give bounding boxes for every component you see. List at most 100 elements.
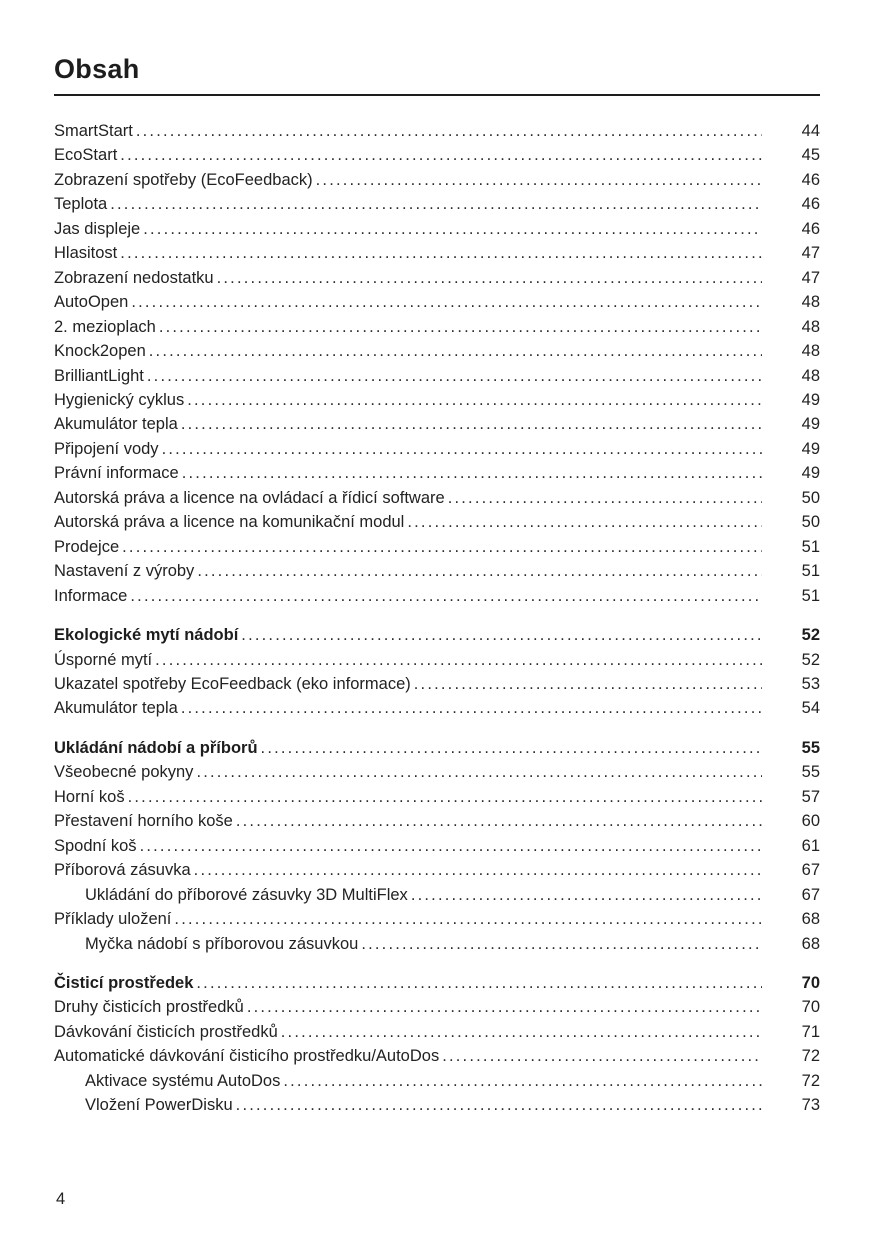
toc-entry: BrilliantLight 48 xyxy=(54,364,820,388)
dot-leader xyxy=(178,412,762,436)
toc-entry: Autorská práva a licence na ovládací a ř… xyxy=(54,486,820,510)
toc-entry: Úsporné mytí 52 xyxy=(54,648,820,672)
dot-leader xyxy=(144,364,762,388)
toc-section: Čisticí prostředek 70 Druhy čisticích pr… xyxy=(54,971,820,1118)
toc-entry-page: 61 xyxy=(801,836,820,855)
toc-entry-page: 67 xyxy=(801,885,820,904)
dot-leader xyxy=(258,736,762,760)
toc: SmartStart 44 EcoStart 45 Zobrazení spot… xyxy=(54,119,820,1118)
dot-leader xyxy=(280,1069,762,1093)
dot-leader xyxy=(179,461,762,485)
toc-entry-page: 44 xyxy=(801,122,820,140)
toc-entry: Příborová zásuvka 67 xyxy=(54,858,820,882)
toc-entry-page: 55 xyxy=(801,738,820,757)
toc-entry-page: 53 xyxy=(801,674,820,693)
toc-entry-label: Nastavení z výroby xyxy=(54,562,195,581)
toc-section: Ukládání nádobí a příborů 55 Všeobecné p… xyxy=(54,736,820,956)
toc-entry-label: Úsporné mytí xyxy=(54,650,153,669)
toc-entry-page: 70 xyxy=(801,998,820,1017)
toc-entry-label: Vložení PowerDisku xyxy=(85,1096,233,1115)
toc-entry: Autorská práva a licence na komunikační … xyxy=(54,510,820,534)
dot-leader xyxy=(408,883,762,907)
dot-leader xyxy=(140,217,762,241)
toc-entry-label: Dávkování čisticích prostředků xyxy=(54,1022,278,1041)
toc-entry-label: Hygienický cyklus xyxy=(54,390,185,409)
toc-entry: Informace 51 xyxy=(54,584,820,608)
toc-entry-label: Akumulátor tepla xyxy=(54,415,178,434)
toc-entry-page: 52 xyxy=(801,650,820,669)
dot-leader xyxy=(358,932,762,956)
dot-leader xyxy=(194,559,762,583)
toc-entry-label: Aktivace systému AutoDos xyxy=(85,1071,281,1090)
toc-entry-label: Horní koš xyxy=(54,787,125,806)
toc-entry-page: 51 xyxy=(801,537,820,556)
toc-entry-label: Příklady uložení xyxy=(54,910,172,929)
toc-entry: 2. mezioplach 48 xyxy=(54,315,820,339)
toc-entry-label: Teplota xyxy=(54,195,108,214)
toc-entry-page: 49 xyxy=(801,464,820,483)
toc-entry: SmartStart 44 xyxy=(54,119,820,143)
toc-entry-label: Ukazatel spotřeby EcoFeedback (eko infor… xyxy=(54,674,411,693)
toc-entry-label: Zobrazení spotřeby (EcoFeedback) xyxy=(54,170,313,189)
dot-leader xyxy=(193,760,762,784)
toc-entry-label: AutoOpen xyxy=(54,293,129,312)
toc-entry-page: 68 xyxy=(801,910,820,929)
toc-entry-page: 54 xyxy=(801,699,820,718)
toc-entry: Aktivace systému AutoDos 72 xyxy=(54,1069,820,1093)
toc-entry-label: Ukládání nádobí a příborů xyxy=(54,738,258,757)
toc-entry-page: 46 xyxy=(801,170,820,189)
toc-entry-label: Zobrazení nedostatku xyxy=(54,268,214,287)
toc-entry: Připojení vody 49 xyxy=(54,437,820,461)
toc-section: SmartStart 44 EcoStart 45 Zobrazení spot… xyxy=(54,119,820,608)
toc-entry: Příklady uložení 68 xyxy=(54,907,820,931)
toc-entry: Akumulátor tepla 54 xyxy=(54,696,820,720)
toc-entry-page: 50 xyxy=(801,488,820,507)
dot-leader xyxy=(117,143,762,167)
toc-entry: Automatické dávkování čisticího prostřed… xyxy=(54,1044,820,1068)
dot-leader xyxy=(133,119,762,143)
dot-leader xyxy=(127,584,762,608)
toc-entry: AutoOpen 48 xyxy=(54,290,820,314)
toc-entry-label: Hlasitost xyxy=(54,244,118,263)
toc-entry: Přestavení horního koše 60 xyxy=(54,809,820,833)
toc-entry-page: 67 xyxy=(801,861,820,880)
dot-leader xyxy=(156,315,762,339)
dot-leader xyxy=(178,696,762,720)
toc-entry-page: 48 xyxy=(801,366,820,385)
toc-entry-label: Všeobecné pokyny xyxy=(54,763,194,782)
toc-entry-label: Jas displeje xyxy=(54,219,141,238)
toc-entry-page: 50 xyxy=(801,513,820,532)
toc-entry-page: 51 xyxy=(801,586,820,605)
dot-leader xyxy=(146,339,762,363)
dot-leader xyxy=(193,971,762,995)
toc-entry-label: Spodní koš xyxy=(54,836,137,855)
toc-entry-page: 47 xyxy=(801,244,820,263)
toc-entry-label: Čisticí prostředek xyxy=(54,973,194,992)
dot-leader xyxy=(244,995,762,1019)
toc-entry: Ukazatel spotřeby EcoFeedback (eko infor… xyxy=(54,672,820,696)
toc-entry: Spodní koš 61 xyxy=(54,834,820,858)
toc-entry: Akumulátor tepla 49 xyxy=(54,412,820,436)
toc-entry: Právní informace 49 xyxy=(54,461,820,485)
toc-entry-label: SmartStart xyxy=(54,122,133,140)
toc-entry-page: 46 xyxy=(801,219,820,238)
toc-entry: EcoStart 45 xyxy=(54,143,820,167)
toc-entry-label: Přestavení horního koše xyxy=(54,812,233,831)
page-footer: 4 xyxy=(56,1190,65,1209)
toc-entry-label: Autorská práva a licence na komunikační … xyxy=(54,513,405,532)
toc-entry-page: 49 xyxy=(801,390,820,409)
dot-leader xyxy=(117,241,762,265)
toc-section: Ekologické mytí nádobí 52 Úsporné mytí 5… xyxy=(54,623,820,721)
toc-entry: Hlasitost 47 xyxy=(54,241,820,265)
toc-entry-label: Informace xyxy=(54,586,128,605)
toc-entry: Dávkování čisticích prostředků 71 xyxy=(54,1020,820,1044)
dot-leader xyxy=(238,623,762,647)
toc-entry-page: 46 xyxy=(801,195,820,214)
toc-entry: Myčka nádobí s příborovou zásuvkou 68 xyxy=(54,932,820,956)
toc-entry-label: 2. mezioplach xyxy=(54,317,156,336)
toc-entry-page: 55 xyxy=(801,763,820,782)
toc-entry-label: Automatické dávkování čisticího prostřed… xyxy=(54,1047,440,1066)
toc-entry-label: Myčka nádobí s příborovou zásuvkou xyxy=(85,934,359,953)
dot-leader xyxy=(439,1044,762,1068)
